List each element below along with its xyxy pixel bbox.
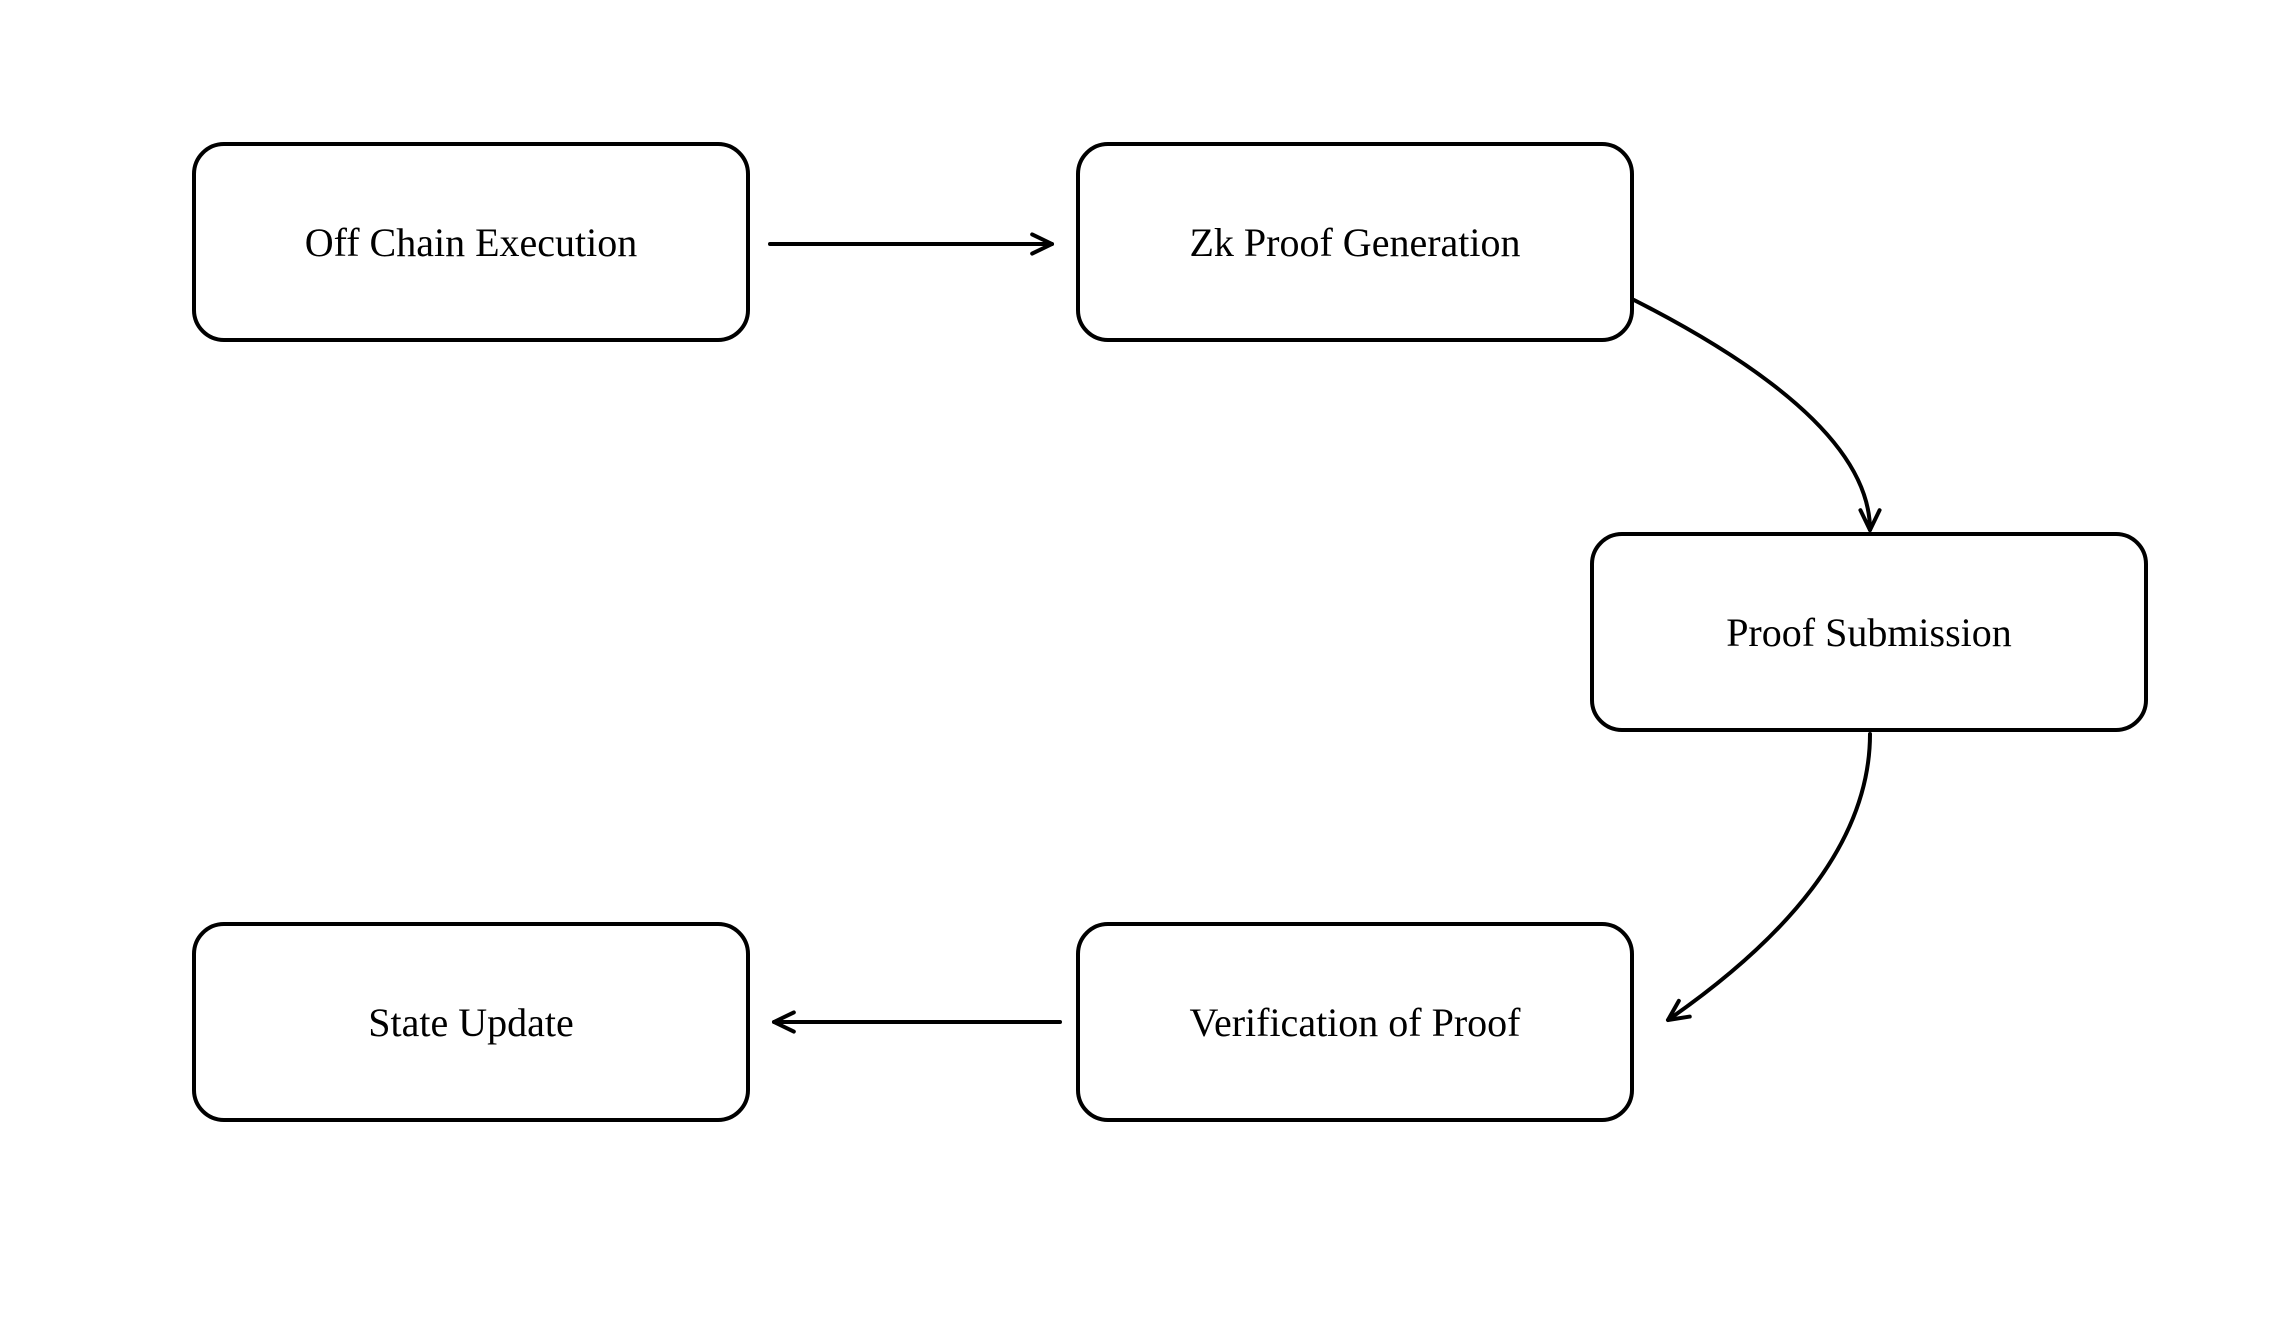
node-proof-submission: Proof Submission	[1590, 532, 2148, 732]
diagram-canvas: Off Chain Execution Zk Proof Generation …	[0, 0, 2280, 1319]
node-state-update: State Update	[192, 922, 750, 1122]
node-label: Verification of Proof	[1189, 999, 1520, 1046]
edge-edge-2	[1634, 300, 1870, 530]
node-label: Zk Proof Generation	[1189, 219, 1520, 266]
node-zk-proof-generation: Zk Proof Generation	[1076, 142, 1634, 342]
node-off-chain-execution: Off Chain Execution	[192, 142, 750, 342]
node-verification-of-proof: Verification of Proof	[1076, 922, 1634, 1122]
node-label: Off Chain Execution	[305, 219, 638, 266]
node-label: State Update	[368, 999, 574, 1046]
node-label: Proof Submission	[1726, 609, 2012, 656]
edge-edge-3	[1668, 734, 1870, 1020]
